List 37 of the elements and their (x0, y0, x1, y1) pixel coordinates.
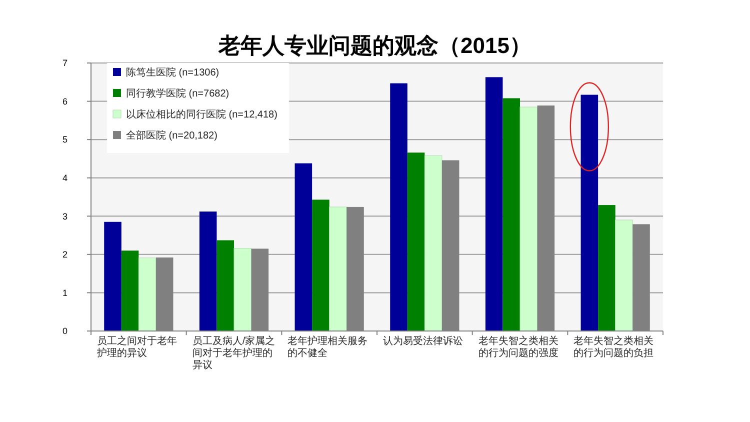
x-tick-label: 老年失智之类相关的行为问题的负担 (574, 335, 654, 359)
bar (502, 98, 520, 331)
bar (598, 205, 616, 331)
bar (485, 77, 503, 331)
legend-label: 同行教学医院 (n=7682) (126, 88, 230, 100)
bar (234, 248, 252, 332)
legend-label: 以床位相比的同行医院 (n=12,418) (126, 108, 278, 120)
x-tick-label: 员工及病人/家属之间对于老年护理的异议 (192, 335, 276, 371)
bar (216, 240, 234, 331)
bar (407, 152, 425, 331)
bar (199, 212, 217, 331)
bar (615, 220, 633, 332)
bar (424, 155, 442, 332)
bar (580, 94, 598, 331)
bar (104, 222, 122, 331)
y-tick-label: 2 (62, 250, 68, 260)
bar (138, 258, 156, 332)
legend-label: 陈笃生医院 (n=1306) (126, 66, 220, 78)
legend-label: 全部医院 (n=20,182) (126, 130, 218, 142)
y-tick-label: 4 (62, 173, 68, 184)
y-tick-label: 0 (62, 326, 68, 336)
y-tick-label: 7 (62, 58, 68, 68)
chart-title: 老年人专业问题的观念（2015） (218, 33, 532, 58)
x-tick-label: 老年失智之类相关的行为问题的强度 (478, 335, 558, 359)
y-tick-label: 1 (62, 288, 68, 298)
bar (312, 200, 330, 331)
y-tick-label: 5 (62, 134, 68, 145)
x-tick-label: 老年护理相关服务的不健全 (288, 335, 368, 359)
bar (390, 83, 408, 331)
x-tick-label: 认为易受法律诉讼 (383, 335, 463, 347)
bar (121, 250, 139, 331)
bar (520, 106, 538, 332)
x-tick-label: 员工之间对于老年护理的异议 (96, 335, 177, 359)
y-tick-label: 3 (62, 211, 68, 222)
bar (329, 206, 347, 332)
y-tick-label: 6 (62, 96, 68, 106)
bar (294, 163, 312, 331)
